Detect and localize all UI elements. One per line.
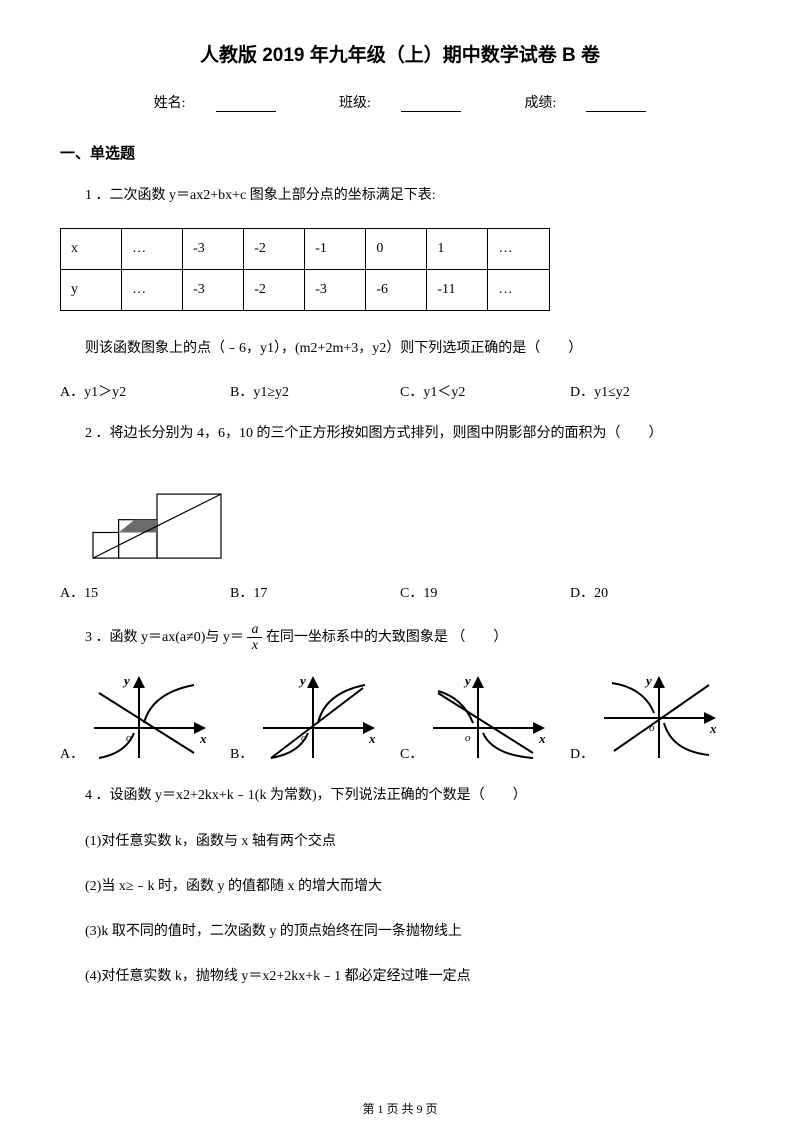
q3-graphs: A． x y o B． x y o C． (60, 673, 740, 763)
cell: … (122, 229, 183, 270)
q1-cont: 则该函数图象上的点（﹣6，y1），(m2+2m+3，y2）则下列选项正确的是（ … (60, 336, 740, 361)
svg-text:y: y (463, 673, 471, 688)
cell: -11 (427, 270, 488, 311)
q4-text: 4 ．设函数 y＝x2+2kx+k﹣1(k 为常数)，下列说法正确的个数是（ ） (60, 783, 740, 808)
opt-label: B． (230, 743, 253, 763)
q1-opt-c[interactable]: C．y1＜y2 (400, 381, 570, 401)
q2-diagram (85, 482, 245, 567)
graph-a-icon: x y o (84, 673, 214, 763)
q3-pre: 3 ．函数 y＝ax(a≠0)与 y＝ (85, 630, 244, 645)
q2-opt-c[interactable]: C．19 (400, 582, 570, 602)
table-row: y … -3 -2 -3 -6 -11 … (61, 270, 550, 311)
cell: -2 (244, 229, 305, 270)
q3-opt-a[interactable]: A． x y o (60, 673, 230, 763)
svg-text:x: x (368, 731, 376, 746)
graph-c-icon: x y o (423, 673, 553, 763)
name-blank[interactable] (216, 111, 276, 112)
table-row: x … -3 -2 -1 0 1 … (61, 229, 550, 270)
score-label: 成绩: (524, 96, 556, 111)
q1-opt-a[interactable]: A．y1＞y2 (60, 381, 230, 401)
q4-sub4: (4)对任意实数 k，抛物线 y＝x2+2kx+k﹣1 都必定经过唯一定点 (60, 964, 740, 989)
cell: -6 (366, 270, 427, 311)
page-footer: 第 1 页 共 9 页 (0, 1100, 800, 1117)
name-label: 姓名: (154, 96, 186, 111)
fraction-icon: ax (247, 622, 262, 654)
q3-post: 在同一坐标系中的大致图象是 （ ） (266, 630, 508, 645)
q4-sub2: (2)当 x≥﹣k 时，函数 y 的值都随 x 的增大而增大 (60, 874, 740, 899)
svg-text:y: y (644, 673, 652, 688)
class-label: 班级: (339, 96, 371, 111)
exam-title: 人教版 2019 年九年级（上）期中数学试卷 B 卷 (60, 40, 740, 67)
q2-opt-d[interactable]: D．20 (570, 582, 740, 602)
q1-text: 1 ．二次函数 y＝ax2+bx+c 图象上部分点的坐标满足下表: (60, 183, 740, 208)
svg-text:x: x (538, 731, 546, 746)
q4-sub3: (3)k 取不同的值时，二次函数 y 的顶点始终在同一条抛物线上 (60, 919, 740, 944)
cell: 1 (427, 229, 488, 270)
q3-opt-b[interactable]: B． x y o (230, 673, 400, 763)
q1-table: x … -3 -2 -1 0 1 … y … -3 -2 -3 -6 -11 … (60, 228, 550, 311)
cell: -3 (305, 270, 366, 311)
opt-label: D． (570, 743, 594, 763)
opt-label: A． (60, 743, 84, 763)
q3-text: 3 ．函数 y＝ax(a≠0)与 y＝ ax 在同一坐标系中的大致图象是 （ ） (60, 622, 740, 654)
cell: y (61, 270, 122, 311)
cell: x (61, 229, 122, 270)
opt-label: C． (400, 743, 423, 763)
class-blank[interactable] (401, 111, 461, 112)
cell: -2 (244, 270, 305, 311)
graph-b-icon: x y o (253, 673, 383, 763)
svg-text:y: y (122, 673, 130, 688)
cell: -3 (183, 270, 244, 311)
cell: -3 (183, 229, 244, 270)
q1-opt-b[interactable]: B．y1≥y2 (230, 381, 400, 401)
cell: 0 (366, 229, 427, 270)
cell: -1 (305, 229, 366, 270)
cell: … (488, 229, 549, 270)
svg-text:x: x (709, 721, 717, 736)
section-1-title: 一、单选题 (60, 142, 740, 163)
q2-text: 2 ．将边长分别为 4，6，10 的三个正方形按如图方式排列，则图中阴影部分的面… (60, 421, 740, 446)
q3-opt-d[interactable]: D． x y o (570, 673, 740, 763)
svg-text:o: o (465, 732, 471, 744)
q3-opt-c[interactable]: C． x y o (400, 673, 570, 763)
cell: … (122, 270, 183, 311)
score-blank[interactable] (586, 111, 646, 112)
q1-options: A．y1＞y2 B．y1≥y2 C．y1＜y2 D．y1≤y2 (60, 381, 740, 401)
graph-d-icon: x y o (594, 673, 724, 763)
cell: … (488, 270, 549, 311)
q2-options: A．15 B．17 C．19 D．20 (60, 582, 740, 602)
svg-text:y: y (298, 673, 306, 688)
q2-opt-a[interactable]: A．15 (60, 582, 230, 602)
svg-text:x: x (199, 731, 207, 746)
q2-opt-b[interactable]: B．17 (230, 582, 400, 602)
q4-sub1: (1)对任意实数 k，函数与 x 轴有两个交点 (60, 829, 740, 854)
q1-opt-d[interactable]: D．y1≤y2 (570, 381, 740, 401)
student-info: 姓名: 班级: 成绩: (60, 92, 740, 112)
